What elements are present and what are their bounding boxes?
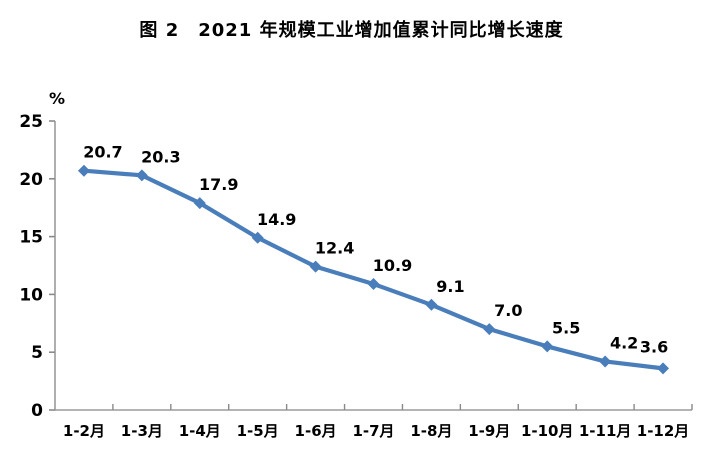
x-tick-label: 1-10月 xyxy=(521,422,574,440)
x-tick-label: 1-12月 xyxy=(637,422,690,440)
data-label: 12.4 xyxy=(315,239,354,258)
data-point-marker xyxy=(309,260,322,273)
line-chart: 0 5 10 15 20 25% 1-2月 1-3月 1-4月 1-5月 1-6月 1-7月 1-8月 1… xyxy=(0,59,703,469)
x-tick-label: 1-5月 xyxy=(237,422,279,440)
y-axis-unit: % xyxy=(49,89,65,108)
x-tick-label: 1-7月 xyxy=(352,422,394,440)
data-label: 4.2 xyxy=(610,333,638,352)
y-tick-label: 15 xyxy=(19,228,43,248)
x-tick-label: 1-8月 xyxy=(410,422,452,440)
y-tick-label: 25 xyxy=(19,112,43,132)
data-point-marker xyxy=(483,323,496,336)
data-label: 20.3 xyxy=(141,147,180,166)
y-axis-unit-label: % xyxy=(49,89,65,108)
data-point-marker xyxy=(541,340,554,353)
x-tick-label: 1-11月 xyxy=(579,422,632,440)
data-point-marker xyxy=(367,277,380,290)
data-point-marker xyxy=(193,197,206,210)
x-tick-label: 1-9月 xyxy=(468,422,510,440)
x-tick-labels: 1-2月 1-3月 1-4月 1-5月 1-6月 1-7月 1-8月 1-9月 1-10月 1-1… xyxy=(63,422,689,440)
x-tick-label: 1-2月 xyxy=(63,422,105,440)
y-tick-label: 5 xyxy=(31,343,43,363)
y-tick-label: 10 xyxy=(19,285,43,305)
data-label: 17.9 xyxy=(199,175,238,194)
data-label: 9.1 xyxy=(436,277,464,296)
y-tick-label: 20 xyxy=(19,170,43,190)
x-tick-label: 1-6月 xyxy=(295,422,337,440)
x-axis-ticks xyxy=(112,404,693,410)
data-point-marker xyxy=(425,298,438,311)
data-labels: 20.7 20.3 17.9 14.9 12.4 10.9 9.1 7.0 5.5 4.2 3.6 xyxy=(83,143,668,357)
data-label: 3.6 xyxy=(640,337,668,356)
data-point-marker xyxy=(77,164,90,177)
x-tick-label: 1-3月 xyxy=(121,422,163,440)
chart-title: 图 2 2021 年规模工业增加值累计同比增长速度 xyxy=(139,20,564,41)
x-tick-label: 1-4月 xyxy=(179,422,221,440)
data-point-marker xyxy=(657,362,670,375)
data-point-marker xyxy=(599,355,612,368)
data-label: 20.7 xyxy=(83,143,122,162)
data-label: 10.9 xyxy=(373,256,412,275)
data-label: 5.5 xyxy=(552,318,580,337)
data-label: 7.0 xyxy=(494,301,522,320)
series-markers xyxy=(77,164,670,375)
data-point-marker xyxy=(251,231,264,244)
data-point-marker xyxy=(135,169,148,182)
data-label: 14.9 xyxy=(257,210,296,229)
y-tick-label: 0 xyxy=(31,401,43,421)
y-axis-ticks: 0 5 10 15 20 25 xyxy=(19,112,55,421)
